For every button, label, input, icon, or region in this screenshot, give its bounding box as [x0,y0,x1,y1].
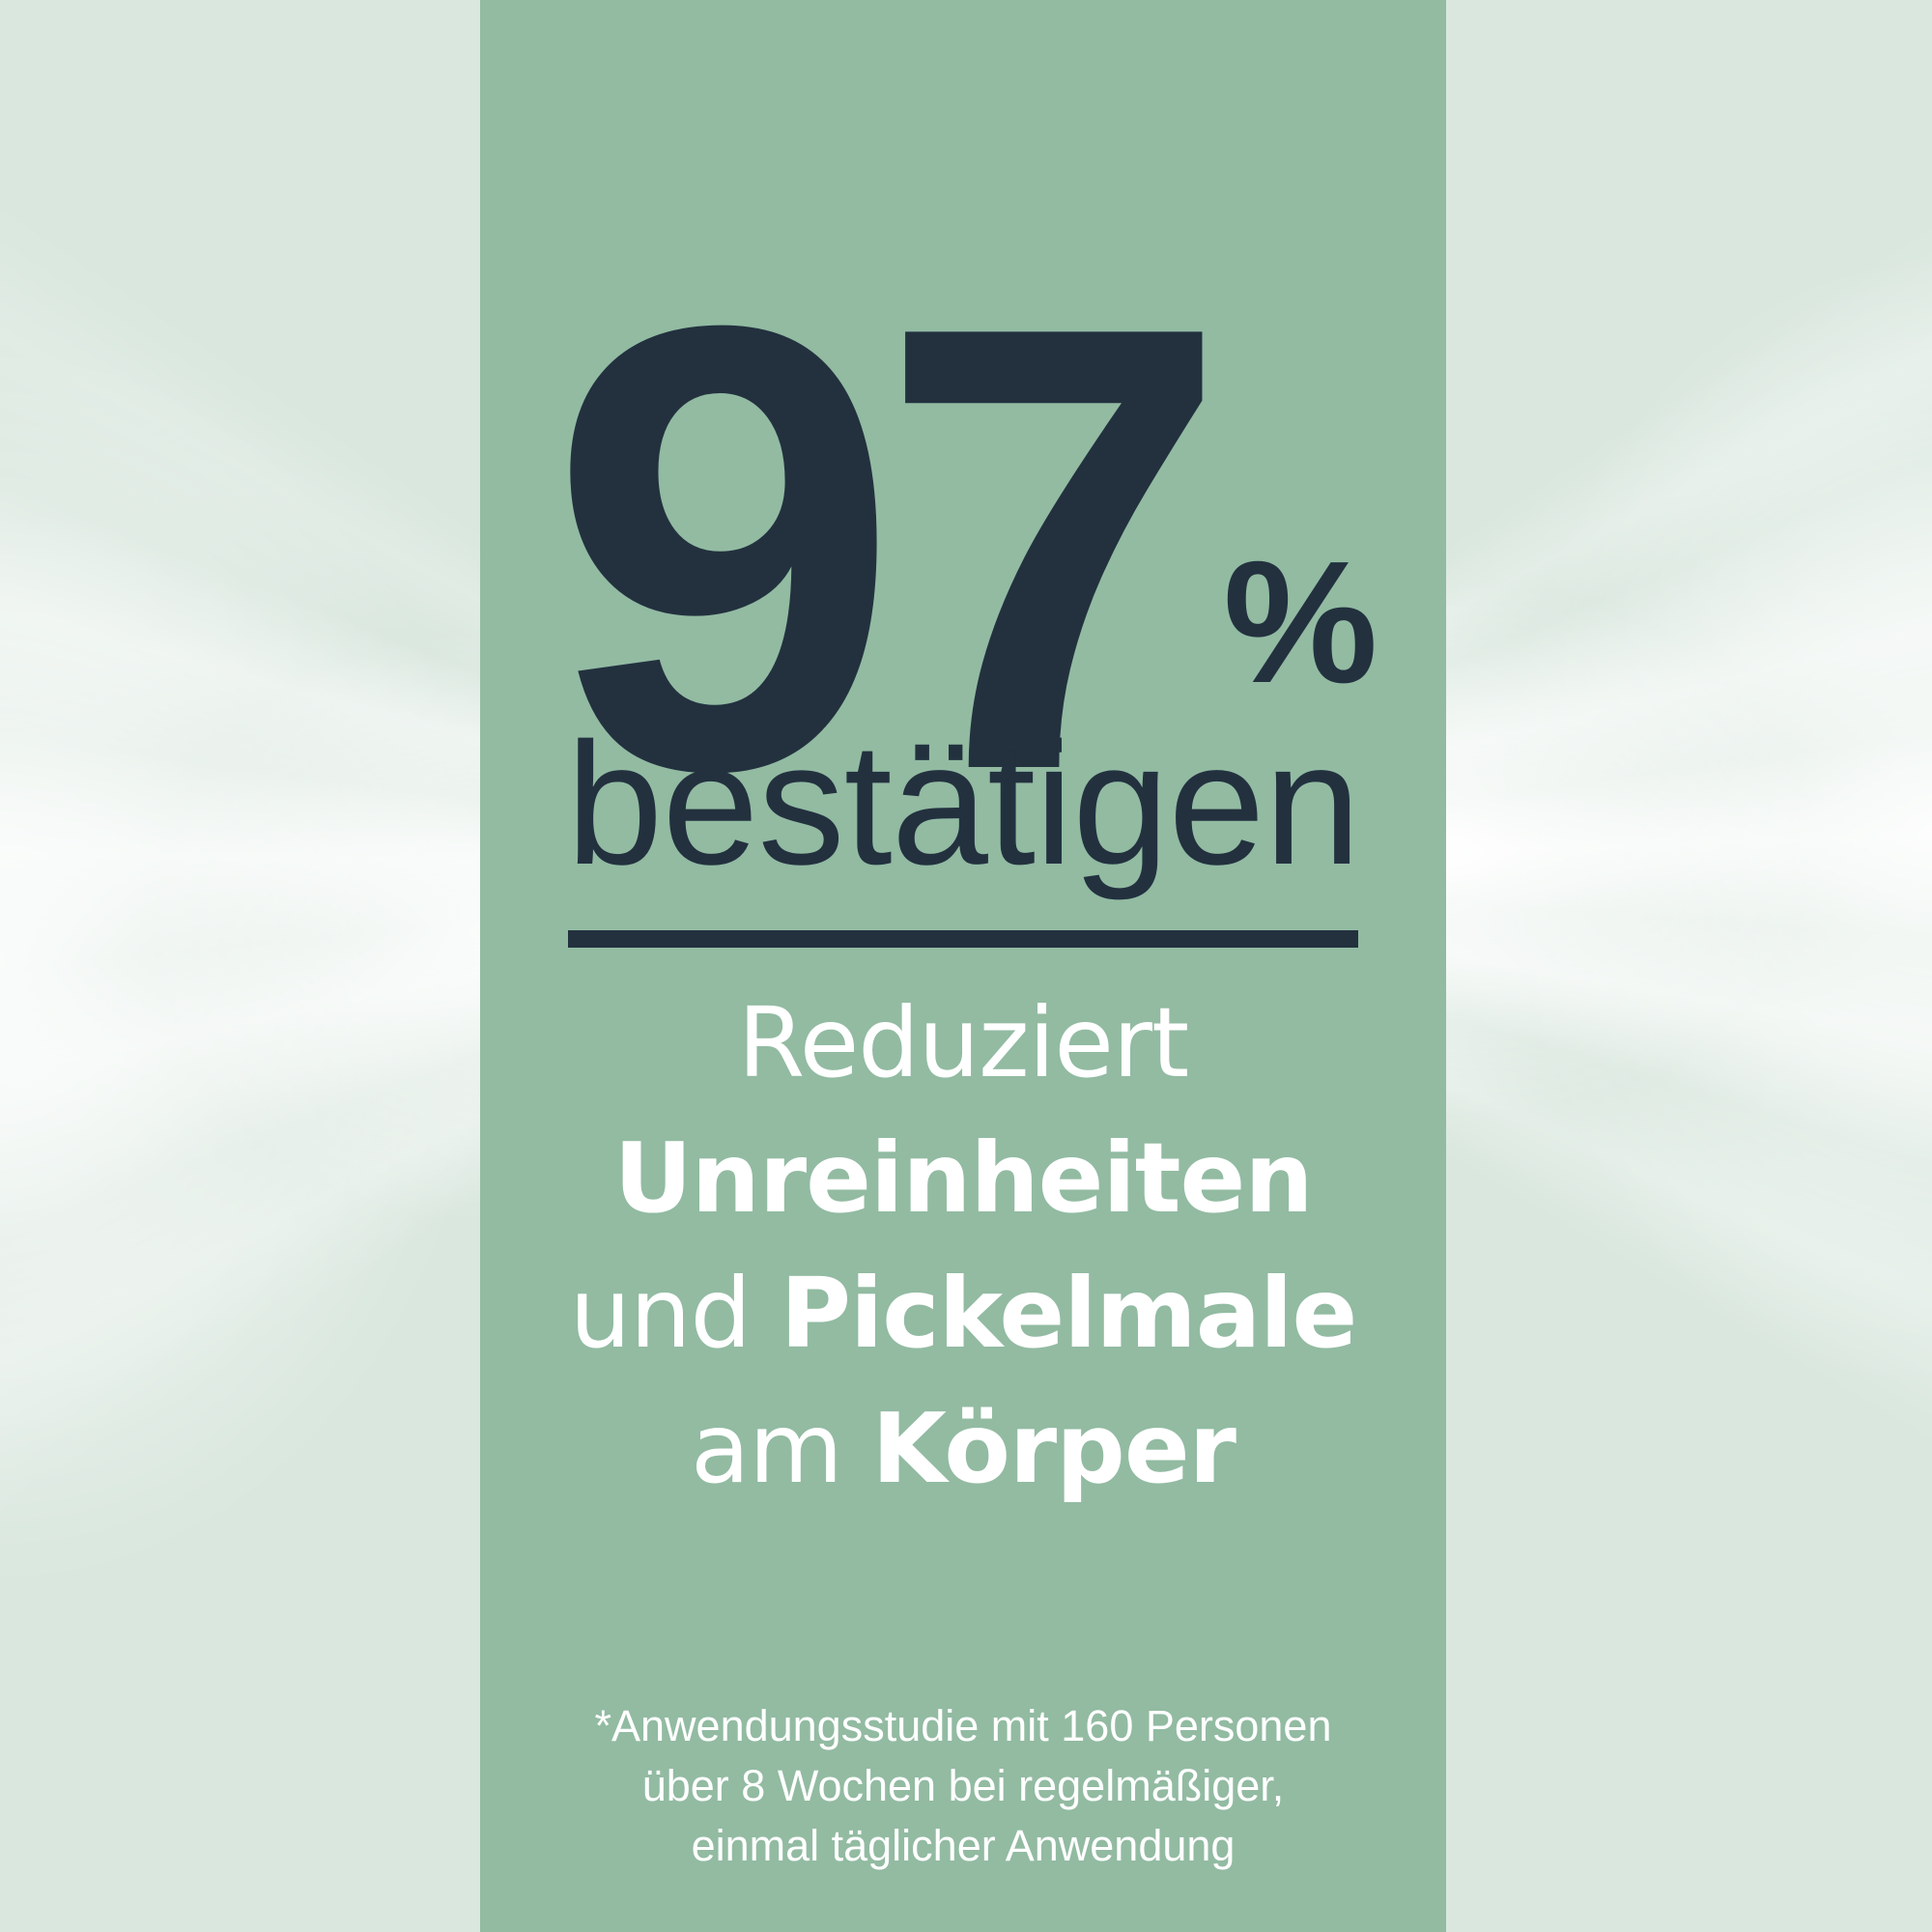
center-band: 97% bestätigen Reduziert Unreinheiten un… [480,0,1446,1932]
claim-line-1-text: Reduziert [737,986,1189,1099]
statistic-number: 97 [548,194,1231,901]
footnote-line-1: *Anwendungsstudie mit 160 Personen [594,1701,1332,1750]
claim-line-4: am Körper [480,1381,1446,1517]
claim-line-3-bold: Pickelmale [780,1257,1358,1370]
percent-sign: % [1223,526,1378,720]
statistic: 97% [480,232,1446,865]
claim-line-2-text: Unreinheiten [613,1122,1313,1235]
claim-line-2: Unreinheiten [480,1111,1446,1246]
claim-text: Reduziert Unreinheiten und Pickelmale am… [480,976,1446,1517]
claim-line-3: und Pickelmale [480,1246,1446,1381]
claim-line-3-regular: und [569,1257,752,1370]
footnote-line-2: über 8 Wochen bei regelmäßiger, [641,1761,1285,1810]
statistic-word: bestätigen [566,707,1361,901]
claim-line-4-bold: Körper [871,1392,1236,1505]
study-footnote: *Anwendungsstudie mit 160 Personen über … [480,1696,1446,1876]
claim-line-1: Reduziert [480,976,1446,1111]
claim-line-4-regular: am [691,1392,843,1505]
footnote-line-3: einmal täglicher Anwendung [691,1821,1236,1870]
divider-line [568,930,1358,948]
